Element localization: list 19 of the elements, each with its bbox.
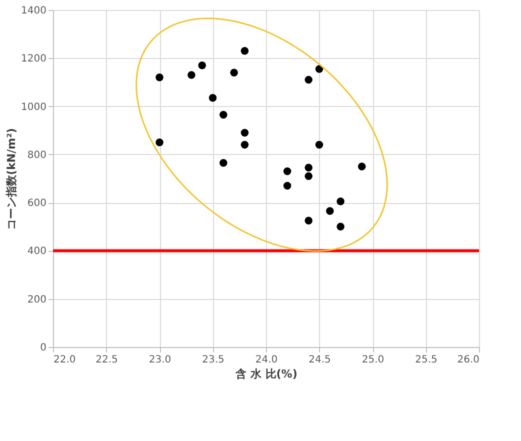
x-tick-label: 23.0 [148, 354, 172, 366]
x-axis-title: 含 水 比(%) [234, 368, 298, 380]
x-tick-label: 24.5 [308, 354, 331, 366]
y-tick-label: 1200 [21, 54, 46, 65]
x-tick-label: 25.0 [362, 354, 384, 366]
y-tick-label: 400 [27, 246, 46, 258]
y-tick-label: 1400 [21, 6, 46, 16]
y-tick-label: 0 [40, 342, 46, 354]
y-tick-label: 800 [27, 150, 46, 161]
x-tick-label: 22.0 [54, 354, 76, 366]
x-tick-label: 23.5 [202, 354, 224, 366]
y-tick-label: 1000 [21, 102, 46, 113]
y-tick-label: 200 [27, 294, 46, 306]
y-axis-title: コーン指数(kN/m²) [5, 128, 18, 230]
x-tick-label: 22.5 [96, 354, 118, 366]
x-tick-label: 26.0 [457, 354, 480, 366]
y-tick-label: 600 [27, 198, 46, 210]
x-tick-label: 25.5 [415, 354, 438, 366]
x-tick-label: 24.0 [255, 354, 278, 366]
